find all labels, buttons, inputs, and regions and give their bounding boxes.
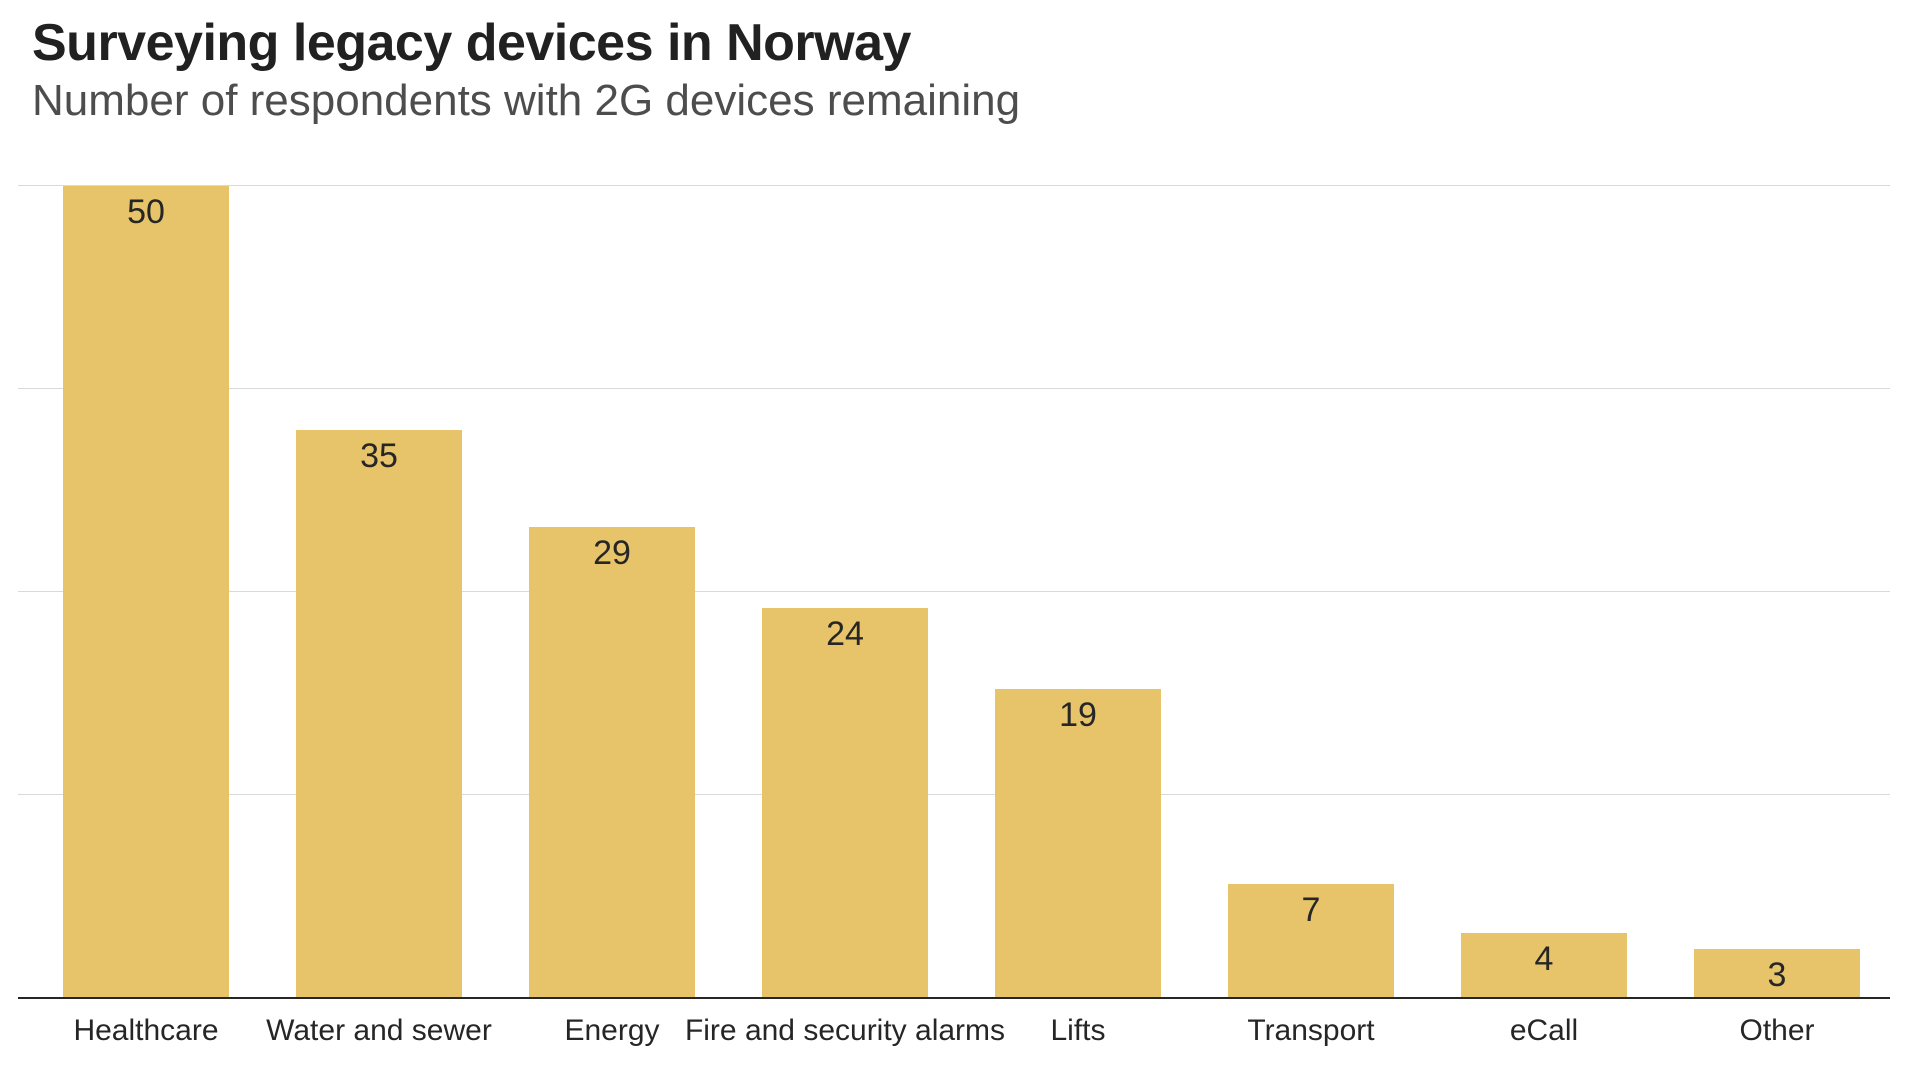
x-axis-category-label: Lifts: [1050, 1014, 1106, 1047]
gridline: [18, 388, 1890, 389]
x-axis-category-label: eCall: [1509, 1014, 1579, 1047]
bar-healthcare[interactable]: [63, 186, 229, 998]
bar-value-label: 24: [826, 615, 864, 654]
bar-water-and-sewer[interactable]: [296, 429, 462, 998]
bar-value-label: 3: [1767, 956, 1787, 995]
bar-value-label: 4: [1534, 940, 1554, 979]
bar-other[interactable]: [1694, 949, 1860, 998]
bar-fire-and-security-alarms[interactable]: [762, 608, 928, 998]
chart-title: Surveying legacy devices in Norway: [32, 14, 911, 72]
bar-value-label: 50: [127, 193, 165, 231]
bar-value-label: 35: [360, 436, 398, 475]
gridline: [18, 185, 1890, 186]
x-axis-category-label: Fire and security alarms: [684, 1014, 1006, 1047]
x-axis-category-label: Transport: [1247, 1014, 1375, 1047]
bar-value-label: 7: [1301, 891, 1321, 930]
bar-ecall[interactable]: [1461, 933, 1627, 998]
x-axis-category-label: Other: [1739, 1014, 1815, 1047]
chart-subtitle: Number of respondents with 2G devices re…: [32, 76, 1021, 125]
bar-transport[interactable]: [1228, 884, 1394, 998]
bar-energy[interactable]: [529, 527, 695, 998]
x-axis-category-label: Energy: [564, 1014, 660, 1047]
x-axis-category-label: Healthcare: [73, 1014, 219, 1047]
x-axis-line: [18, 997, 1890, 999]
x-axis-category-label: Water and sewer: [266, 1014, 492, 1047]
bar-value-label: 29: [593, 534, 631, 573]
bar-lifts[interactable]: [995, 689, 1161, 998]
bar-value-label: 19: [1059, 696, 1097, 735]
